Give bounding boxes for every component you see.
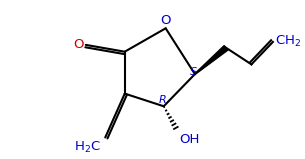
Text: O: O	[160, 14, 171, 27]
Polygon shape	[195, 46, 228, 74]
Text: R: R	[159, 95, 167, 105]
Text: S: S	[190, 67, 197, 77]
Text: O: O	[73, 38, 84, 51]
Text: CH$_2$: CH$_2$	[275, 33, 301, 48]
Text: H$_2$C: H$_2$C	[74, 139, 101, 155]
Text: OH: OH	[179, 133, 200, 146]
